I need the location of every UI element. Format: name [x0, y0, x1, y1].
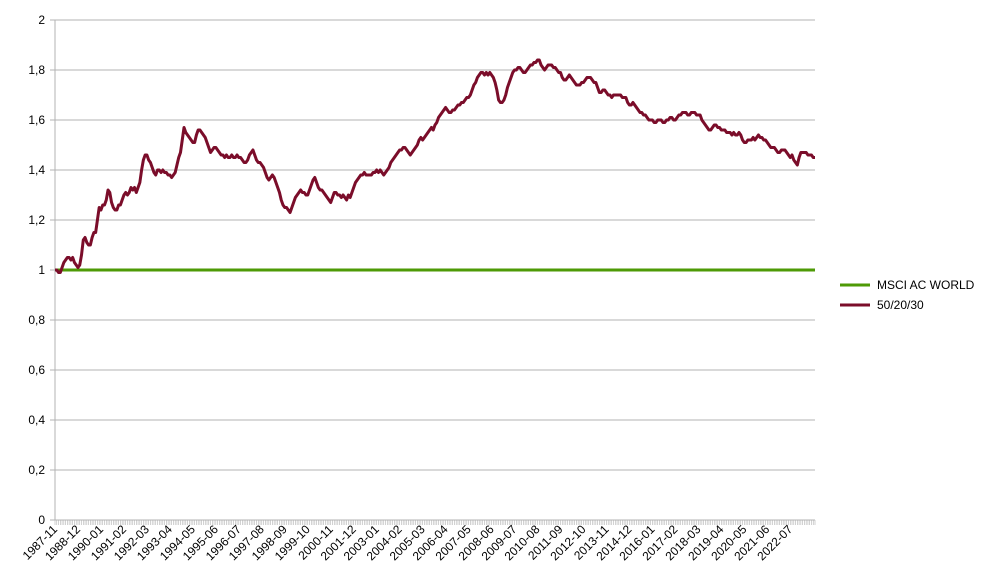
y-tick-label: 1,6	[28, 113, 45, 127]
y-tick-label: 0,6	[28, 363, 45, 377]
y-tick-label: 0	[38, 513, 45, 527]
y-tick-label: 0,8	[28, 313, 45, 327]
y-tick-label: 1,2	[28, 213, 45, 227]
legend-label: 50/20/30	[877, 298, 924, 312]
y-tick-label: 1,8	[28, 63, 45, 77]
y-tick-label: 0,2	[28, 463, 45, 477]
y-tick-label: 1	[38, 263, 45, 277]
series-line	[55, 58, 815, 274]
legend-label: MSCI AC WORLD	[877, 278, 975, 292]
y-tick-label: 0,4	[28, 413, 45, 427]
y-tick-label: 2	[38, 13, 45, 27]
y-tick-label: 1,4	[28, 163, 45, 177]
